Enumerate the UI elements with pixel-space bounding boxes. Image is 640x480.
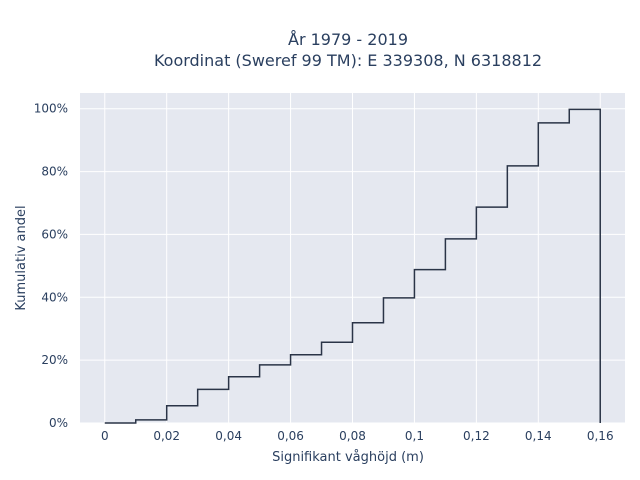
x-tick-labels: 0 0,02 0,04 0,06 0,08 0,1 0,12 0,14 0,16 [101, 429, 614, 443]
x-tick-label: 0,16 [587, 429, 614, 443]
y-tick-label: 0% [49, 416, 68, 430]
chart-title-line1: År 1979 - 2019 [288, 30, 408, 49]
y-tick-label: 80% [41, 165, 68, 179]
chart-title-line2: Koordinat (Sweref 99 TM): E 339308, N 63… [154, 51, 542, 70]
y-tick-label: 100% [34, 102, 68, 116]
x-tick-label: 0,14 [525, 429, 552, 443]
y-tick-label: 60% [41, 227, 68, 241]
step-line [104, 108, 601, 424]
x-tick-label: 0,08 [339, 429, 366, 443]
x-tick-label: 0,1 [405, 429, 424, 443]
x-tick-label: 0,06 [277, 429, 304, 443]
x-tick-label: 0,04 [215, 429, 242, 443]
x-tick-label: 0 [101, 429, 109, 443]
y-axis-title: Kumulativ andel [14, 205, 29, 310]
y-tick-label: 40% [41, 290, 68, 304]
x-axis-title: Signifikant våghöjd (m) [272, 450, 424, 465]
x-tick-label: 0,02 [153, 429, 180, 443]
y-tick-labels: 0% 20% 40% 60% 80% 100% [34, 102, 68, 430]
y-tick-label: 20% [41, 353, 68, 367]
x-tick-label: 0,12 [463, 429, 490, 443]
